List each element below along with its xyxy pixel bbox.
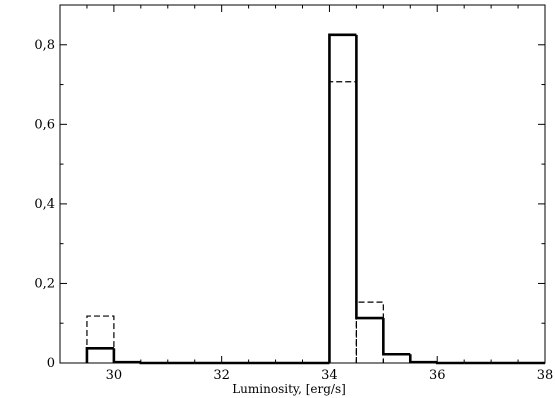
y-tick-label: 0,8 [34, 38, 55, 53]
solid-bin [328, 33, 357, 363]
solid-bin [382, 318, 411, 356]
y-tick-label: 0,2 [34, 276, 55, 291]
x-tick-label: 32 [213, 368, 230, 383]
solid-bin [355, 34, 384, 320]
x-tick-label: 30 [106, 368, 123, 383]
x-tick-label: 36 [429, 368, 446, 383]
y-tick-label: 0,6 [34, 117, 55, 132]
solid-bin [408, 354, 438, 364]
plot-frame [59, 4, 546, 364]
x-axis-title: Luminosity, [erg/s] [232, 382, 346, 396]
solid-series [85, 33, 545, 365]
dashed-bin [86, 315, 115, 363]
solid-bin [112, 348, 141, 364]
x-tick-label: 38 [537, 368, 554, 383]
dashed-series [86, 81, 384, 363]
x-tick-label: 34 [321, 368, 338, 383]
ticks [59, 4, 546, 364]
dashed-bin [328, 81, 357, 363]
dashed-bin [355, 301, 384, 363]
tick-labels: 30 32 34 36 38 0 0,2 0,4 0,6 0,8 [34, 38, 553, 383]
y-tick-label: 0 [47, 356, 55, 371]
axes [59, 4, 546, 364]
y-tick-label: 0,4 [34, 197, 55, 212]
solid-bin [85, 346, 114, 363]
